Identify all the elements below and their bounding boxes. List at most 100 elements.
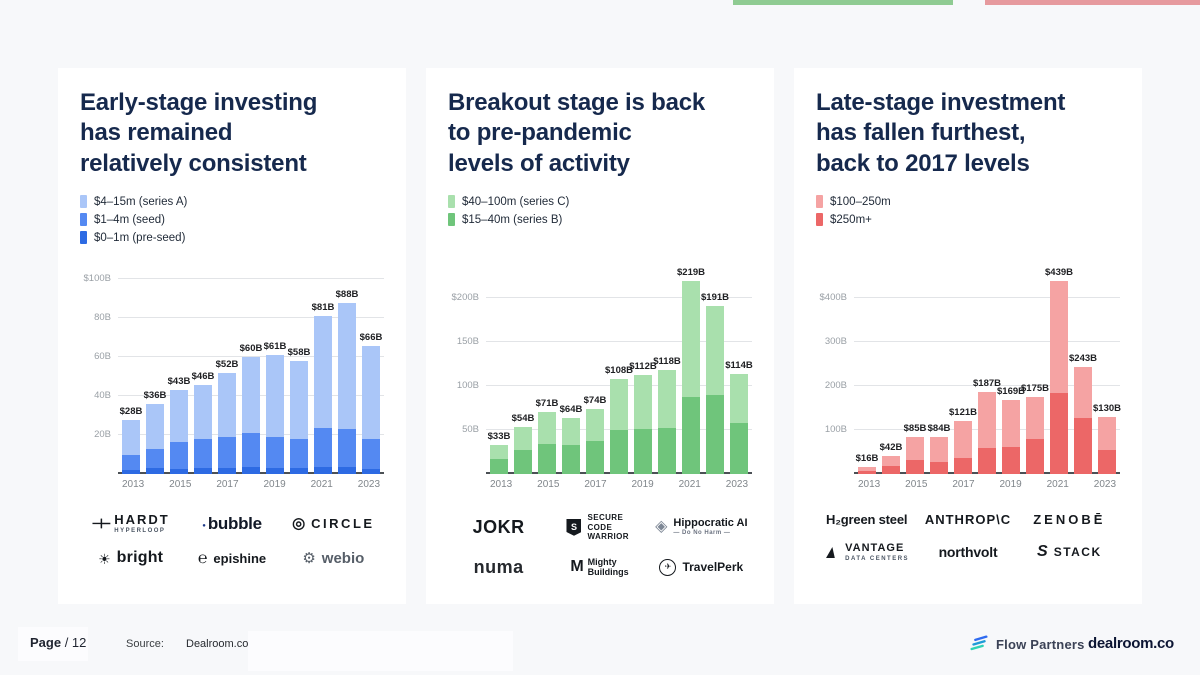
bar-2015 xyxy=(538,411,556,475)
panel-breakout-stage: Breakout stage is back to pre-pandemic l… xyxy=(426,68,774,604)
bar-segment xyxy=(858,470,876,475)
logo-jokr: JOKR xyxy=(448,517,549,537)
bar-segment xyxy=(1074,367,1092,419)
bar-segment xyxy=(882,466,900,475)
bar-2016 xyxy=(930,437,948,475)
bar-2023 xyxy=(730,373,748,475)
late-stage-chart: 100B 200B 300B $400B $16B $42B $85B $84B $121B $1… xyxy=(816,267,1121,497)
logo-grid: JOKR S SECURE CODE WARRIOR ◈ Hippocratic AI —… xyxy=(448,513,752,577)
early-stage-chart: 20B 40B 60B 80B $100B $28B $36B $43B $46B $52B $60… xyxy=(80,269,384,497)
legend-label: $40–100m (series C) xyxy=(462,195,570,208)
bar-segment xyxy=(266,355,284,438)
y-axis-label: 40B xyxy=(94,390,111,402)
bar-segment xyxy=(266,437,284,468)
bar-segment xyxy=(610,378,628,431)
bar-value-label: $46B xyxy=(191,370,215,382)
bar-segment xyxy=(362,345,380,440)
logo-vantage: ▲ VANTAGE DATA CENTERS xyxy=(816,542,917,563)
bar-segment xyxy=(586,409,604,441)
bar-segment xyxy=(562,445,580,475)
x-tick-label xyxy=(518,479,531,490)
logo-name: H₂green steel xyxy=(826,512,908,528)
bar-slot: $60B xyxy=(239,269,263,475)
y-axis-label: 50B xyxy=(462,424,479,436)
legend: $100–250m $250m+ xyxy=(816,195,1120,261)
dealroom-logo[interactable]: dealroom.co xyxy=(1088,635,1174,652)
bar-segment xyxy=(1050,392,1068,475)
bars-container: $33B $54B $71B $64B $74B $108B $112B $118B $219B… xyxy=(486,267,753,475)
bar-segment xyxy=(730,423,748,475)
bar-slot: $84B xyxy=(928,269,950,475)
x-tick-label xyxy=(981,479,994,490)
logo-mighty-buildings: M Mighty Buildings xyxy=(549,557,650,578)
bar-slot: $108B xyxy=(605,269,633,475)
logo-name: numa xyxy=(473,556,524,577)
bar-segment xyxy=(978,391,996,448)
bars-container: $28B $36B $43B $46B $52B $60B $61B $58B $81B $88B… xyxy=(118,269,384,475)
bar-value-label: $71B xyxy=(535,397,559,409)
bar-segment xyxy=(362,439,380,469)
gridline xyxy=(118,278,384,280)
bar-segment xyxy=(290,467,308,475)
bar-segment xyxy=(954,421,972,458)
bar-value-label: $58B xyxy=(287,347,311,359)
logo-name: HARDT xyxy=(114,512,170,528)
epishine-icon: ℮ xyxy=(197,549,208,567)
bar-segment xyxy=(906,436,924,461)
legend-swatch xyxy=(816,213,823,227)
gridline xyxy=(854,341,1120,343)
bar-segment xyxy=(290,361,308,440)
legend-label: $100–250m xyxy=(830,195,891,208)
bar-slot: $439B xyxy=(1045,267,1073,475)
bar-value-label: $36B xyxy=(143,390,167,402)
bar-2018 xyxy=(610,378,628,475)
hardt-icon: ⊣⊢ xyxy=(91,516,112,532)
logo-text: Mighty Buildings xyxy=(588,557,630,578)
bar-value-label: $169B xyxy=(997,385,1025,397)
logo-bubble: ● bubble xyxy=(181,515,282,533)
x-tick-label xyxy=(1075,479,1088,490)
legend-swatch xyxy=(80,231,87,245)
logo-hardt: ⊣⊢ HARDT HYPERLOOP xyxy=(80,513,181,534)
logo-numa: numa xyxy=(448,556,549,577)
logo-text: STACK xyxy=(1054,546,1102,559)
bar-segment xyxy=(954,457,972,475)
bar-segment xyxy=(1026,439,1044,475)
panels-container: Early-stage investing has remained relat… xyxy=(58,68,1142,604)
bar-segment xyxy=(586,440,604,475)
footer-patch xyxy=(18,627,88,661)
logo-name: SECURE CODE WARRIOR xyxy=(587,513,629,541)
bar-segment xyxy=(930,462,948,475)
bar-value-label: $60B xyxy=(239,343,263,355)
bar-value-label: $112B xyxy=(629,361,657,373)
bar-value-label: $191B xyxy=(701,291,729,303)
legend-label: $4–15m (series A) xyxy=(94,195,188,208)
bar-2021 xyxy=(682,280,700,475)
footer: Page / 12 Source: Dealroom.co Flow Partn… xyxy=(0,627,1200,675)
logo-text: CIRCLE xyxy=(311,517,374,531)
y-axis-label: $100B xyxy=(83,273,111,285)
x-tick-label xyxy=(613,479,626,490)
logo-name: STACK xyxy=(1053,545,1102,560)
logo-epishine: ℮ epishine xyxy=(181,549,282,567)
legend-swatch xyxy=(80,213,87,227)
x-tick-label xyxy=(339,479,352,490)
bar-2017 xyxy=(954,421,972,475)
gridline xyxy=(486,296,752,298)
bar-value-label: $16B xyxy=(855,453,879,465)
bar-segment xyxy=(218,437,236,468)
plot-area: 20B 40B 60B 80B $100B $28B $36B $43B $46B $52B $60… xyxy=(84,269,384,475)
bar-2022 xyxy=(1074,367,1092,475)
bar-value-label: $74B xyxy=(583,395,607,407)
plot-area: 100B 200B 300B $400B $16B $42B $85B $84B $121B $1… xyxy=(820,267,1121,475)
bar-value-label: $42B xyxy=(879,441,903,453)
bar-slot: $88B xyxy=(336,269,358,475)
bar-value-label: $66B xyxy=(359,331,383,343)
source-value[interactable]: Dealroom.co xyxy=(186,638,249,650)
bar-segment xyxy=(338,302,356,429)
bar-slot: $121B xyxy=(949,269,977,475)
y-axis-label: 200B xyxy=(824,380,847,392)
bar-slot: $219B xyxy=(677,267,705,475)
bar-slot: $175B xyxy=(1021,269,1049,475)
gridline xyxy=(118,317,384,319)
